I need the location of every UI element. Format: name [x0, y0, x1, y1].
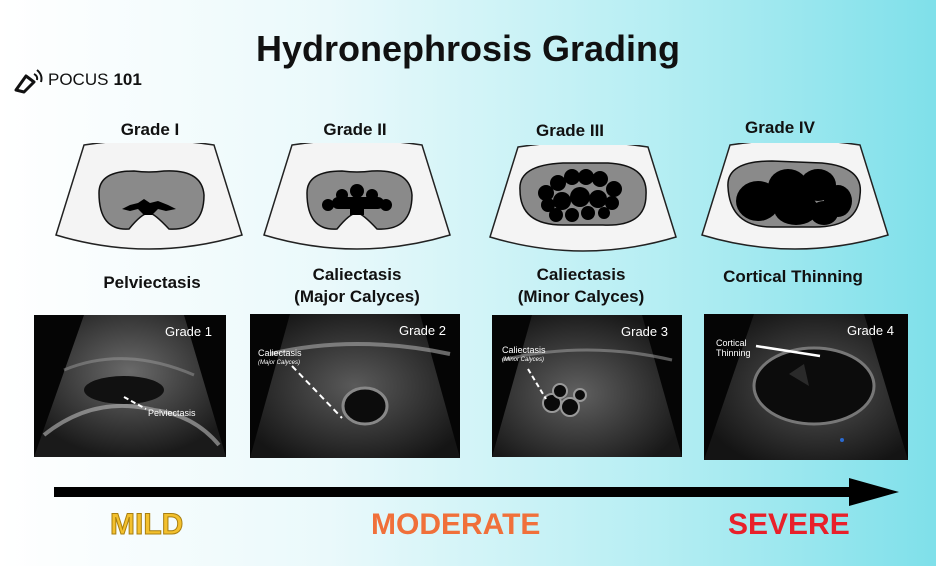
grade-3-ultrasound-image: Grade 3 Caliectasis (Minor Calyces)	[492, 315, 682, 457]
grade-3-description-line-1: Caliectasis	[536, 265, 626, 284]
grade-3-image-label: Grade 3	[621, 324, 668, 339]
grade-3-kidney-diagram	[489, 145, 677, 252]
grade-4-description-line-1: Cortical Thinning	[723, 267, 863, 286]
grade-2-description-line-2: (Major Calyces)	[294, 287, 420, 306]
severity-mild-label: MILD	[109, 508, 184, 542]
logo-number: 101	[113, 70, 142, 89]
grade-2-annotation: Caliectasis (Major Calyces)	[258, 348, 302, 368]
grade-4-image-label: Grade 4	[847, 323, 894, 338]
severity-arrow	[54, 478, 899, 506]
grade-3-description: Caliectasis (Minor Calyces)	[481, 264, 681, 308]
grade-4-description: Cortical Thinning	[693, 266, 893, 288]
grade-4-heading: Grade IV	[745, 118, 815, 137]
grade-3-description-line-2: (Minor Calyces)	[517, 287, 645, 306]
grade-1-description: Pelviectasis	[52, 272, 252, 294]
grade-1-annotation: Pelviectasis	[148, 408, 196, 418]
grade-1-heading: Grade I	[120, 120, 180, 139]
grade-2-description-line-1: Caliectasis	[312, 265, 402, 284]
grade-1-kidney-diagram	[55, 143, 243, 250]
grade-3-heading: Grade III	[535, 121, 605, 140]
grade-3-annotation: Caliectasis (Minor Calyces)	[502, 345, 546, 365]
page-title: Hydronephrosis Grading	[255, 28, 681, 69]
grade-2-description: Caliectasis (Major Calyces)	[257, 264, 457, 308]
grade-2-heading: Grade II	[323, 120, 387, 139]
grade-1-image-label: Grade 1	[165, 324, 212, 339]
grade-4-kidney-diagram	[701, 143, 889, 250]
ultrasound-probe-icon	[14, 69, 43, 94]
grade-4-ultrasound-image: Grade 4 Cortical Thinning	[704, 314, 908, 460]
grade-1-ultrasound-image: Grade 1 Pelviectasis	[34, 315, 226, 457]
severity-moderate-label: MODERATE	[371, 508, 541, 541]
grade-3-annotation-sub: (Minor Calyces)	[502, 357, 545, 363]
grade-3-annotation-main: Caliectasis	[502, 345, 546, 355]
severity-severe-label: SEVERE	[728, 508, 850, 541]
pocus101-logo: POCUS 101	[12, 66, 142, 94]
grade-2-annotation-sub: (Major Calyces)	[258, 360, 301, 366]
grade-2-kidney-diagram	[263, 143, 451, 250]
grade-2-image-label: Grade 2	[399, 323, 446, 338]
logo-text: POCUS	[48, 70, 109, 89]
grade-4-annotation: Cortical Thinning	[716, 338, 751, 358]
grade-1-description-line-1: Pelviectasis	[103, 273, 201, 292]
grade-2-annotation-main: Caliectasis	[258, 348, 302, 358]
grade-2-ultrasound-image: Grade 2 Caliectasis (Major Calyces)	[250, 314, 460, 458]
